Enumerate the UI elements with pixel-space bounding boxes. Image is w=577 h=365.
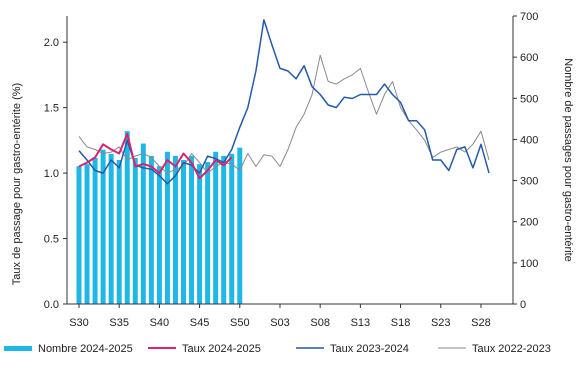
legend-label: Taux 2024-2025 (182, 343, 261, 355)
right-tick-label: 0 (520, 299, 526, 311)
right-tick-label: 400 (520, 134, 538, 146)
left-tick-label: 0.0 (44, 299, 59, 311)
bar (116, 160, 122, 304)
legend-label: Taux 2023-2024 (330, 343, 409, 355)
bar (132, 157, 138, 304)
x-tick-label: S23 (431, 317, 451, 329)
bar (197, 164, 203, 304)
legend-label: Nombre 2024-2025 (38, 343, 133, 355)
bar (189, 155, 195, 304)
right-tick-label: 200 (520, 217, 538, 229)
bar (100, 149, 106, 304)
bar (172, 155, 178, 304)
x-tick-label: S08 (310, 317, 330, 329)
right-tick-label: 600 (520, 52, 538, 64)
x-tick-label: S35 (109, 317, 129, 329)
legend-label: Taux 2022-2023 (472, 343, 551, 355)
axes (66, 16, 514, 305)
bar (205, 162, 211, 304)
bar (229, 153, 235, 304)
rate-lines (78, 19, 490, 185)
x-tick-label: S50 (230, 317, 250, 329)
ticks: 0.0 0.5 1.0 1.5 2.0 0 100 200 300 400 500 600 700 S30… (44, 11, 539, 329)
bar (84, 164, 90, 304)
right-tick-label: 700 (520, 11, 538, 23)
bar (156, 166, 162, 304)
left-axis-title: Taux de passage pour gastro-entérite (%) (11, 83, 23, 285)
right-tick-label: 300 (520, 176, 538, 188)
bar (164, 151, 170, 304)
right-tick-label: 100 (520, 258, 538, 270)
bar (237, 147, 243, 304)
left-tick-label: 1.0 (44, 168, 59, 180)
x-tick-label: S40 (150, 317, 170, 329)
bar (92, 157, 98, 304)
plot-area (76, 19, 490, 304)
left-tick-label: 1.5 (44, 103, 59, 115)
x-tick-label: S45 (190, 317, 210, 329)
x-tick-label: S28 (471, 317, 491, 329)
bar (148, 155, 154, 304)
legend: Nombre 2024-2025 Taux 2024-2025 Taux 2023-… (4, 343, 551, 355)
bar (124, 131, 130, 304)
right-axis-title: Nombre de passages pour gastro-entérite (562, 58, 574, 262)
bar (221, 155, 227, 304)
bar (140, 143, 146, 304)
left-tick-label: 2.0 (44, 37, 59, 49)
x-tick-label: S13 (351, 317, 371, 329)
right-tick-label: 500 (520, 93, 538, 105)
legend-swatch (4, 346, 32, 351)
series-line (78, 19, 490, 185)
bar (76, 166, 82, 304)
bars-2024-2025 (76, 131, 243, 304)
bar (213, 151, 219, 304)
series-line (78, 54, 490, 174)
bar (181, 160, 187, 304)
x-tick-label: S03 (270, 317, 290, 329)
left-tick-label: 0.5 (44, 234, 59, 246)
x-tick-label: S18 (391, 317, 411, 329)
x-tick-label: S30 (69, 317, 89, 329)
bar (108, 153, 114, 304)
series-line (78, 132, 233, 180)
